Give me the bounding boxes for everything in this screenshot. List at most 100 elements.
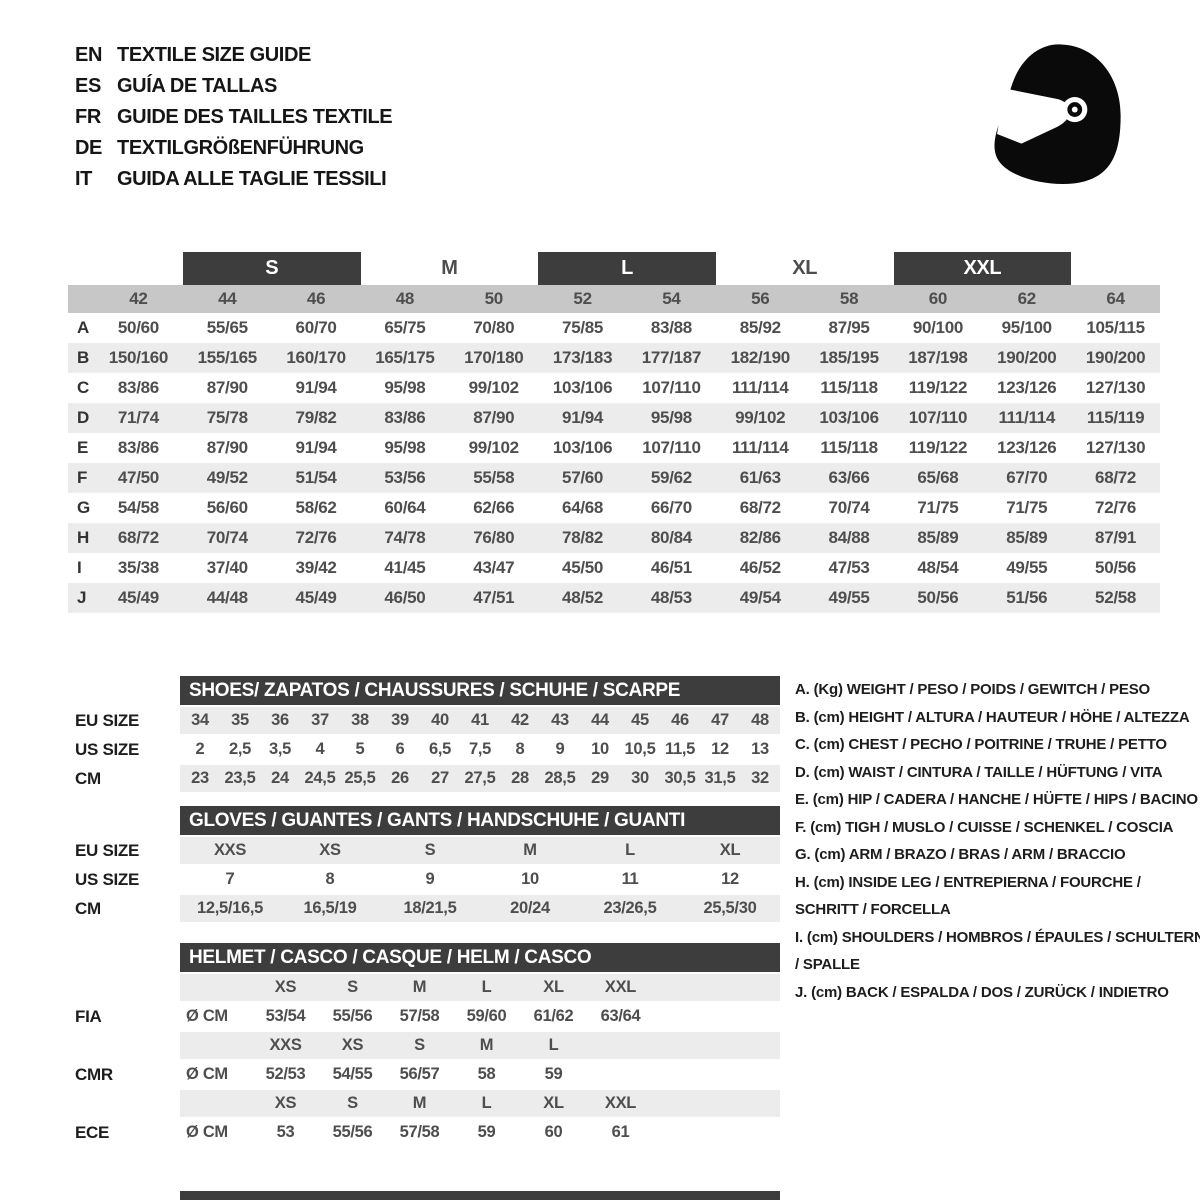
value-cell: 40 <box>431 711 449 729</box>
legend-unit: (cm) <box>813 873 849 891</box>
numeric-size-label: 52 <box>573 289 592 308</box>
measure-value: 72/76 <box>1095 498 1137 517</box>
value-cell: M <box>479 1036 494 1054</box>
value-cell: 5 <box>355 740 365 758</box>
value-cell: 28 <box>511 769 529 787</box>
measure-value: 155/165 <box>197 348 258 367</box>
value-cell: 30 <box>631 769 649 787</box>
measure-value: 87/90 <box>206 378 248 397</box>
language-row: FR GUIDE DES TAILLES TEXTILE <box>75 102 393 133</box>
language-code: FR <box>75 106 101 128</box>
value-cell <box>587 1032 654 1059</box>
measure-value: 85/89 <box>1006 528 1048 547</box>
measure-value: 85/92 <box>739 318 781 337</box>
value-strip: 2 2,5 3,5 4 5 6 6,5 7,5 8 9 10 10,5 11,5 12 13 <box>180 736 780 763</box>
value-strip: 34 35 36 37 38 39 40 41 42 43 44 45 46 47 48 <box>180 707 780 734</box>
measure-value: 177/187 <box>641 348 702 367</box>
value-cell: 57/58 <box>399 1007 440 1025</box>
measure-value: 45/49 <box>295 588 337 607</box>
value-cell: 46 <box>671 711 689 729</box>
row-label-cm: CM <box>75 899 101 918</box>
value-strip: 7 8 9 10 11 12 <box>180 866 780 893</box>
measure-value: 63/66 <box>828 468 870 487</box>
row-letter: C <box>77 378 89 397</box>
measure-value: 107/110 <box>642 438 701 457</box>
value-cell: 27,5 <box>464 769 496 787</box>
value-strip: Ø CM 53/54 55/56 57/58 59/60 61/62 63/64 <box>180 1003 780 1030</box>
measure-value: 49/52 <box>206 468 248 487</box>
value-cell: 8 <box>325 870 335 888</box>
value-cell: 4 <box>315 740 325 758</box>
legend-unit: (cm) <box>814 846 849 863</box>
measure-value: 59/62 <box>650 468 692 487</box>
legend-key: J. <box>795 983 812 1001</box>
value-cell: 57/58 <box>399 1123 440 1141</box>
value-cell: XXS <box>213 841 247 859</box>
value-cell: XXL <box>604 978 637 996</box>
measure-row-b: B 150/160 155/165 160/170 165/175 170/180 173/… <box>68 343 1160 373</box>
legend-text: CHEST / PECHO / POITRINE / TRUHE / PETTO <box>848 736 1167 753</box>
language-code: DE <box>75 137 102 159</box>
measure-row-h: H 68/72 70/74 72/76 74/78 76/80 78/82 80/84 82/8… <box>68 523 1160 553</box>
helmet-section-header: HELMET / CASCO / CASQUE / HELM / CASCO <box>180 943 780 972</box>
legend-item-h: H. (cm) INSIDE LEG / ENTREPIERNA / FOURC… <box>795 869 1200 924</box>
row-letter: F <box>77 468 88 487</box>
legend-text: HEIGHT / ALTURA / HAUTEUR / HÖHE / ALTEZ… <box>848 708 1190 726</box>
value-cell: 31,5 <box>704 769 736 787</box>
guide-title: GUÍA DE TALLAS <box>117 75 277 97</box>
measure-value: 45/50 <box>562 558 604 577</box>
shoes-rows: EU SIZE 34 35 36 37 38 39 40 41 42 43 44 45 46 47 48 US … <box>75 707 785 792</box>
measure-value: 75/85 <box>562 318 604 337</box>
measure-value: 68/72 <box>739 498 781 517</box>
measure-value: 95/98 <box>384 438 426 457</box>
value-cell: 43 <box>551 711 569 729</box>
value-cell: L <box>625 841 635 859</box>
measure-value: 87/90 <box>473 408 515 427</box>
measure-value: 107/110 <box>642 378 701 397</box>
measure-value: 115/118 <box>820 378 878 397</box>
row-letter: A <box>77 318 89 337</box>
measure-value: 173/183 <box>552 348 613 367</box>
size-group-row: S M L XL XXL <box>68 252 1160 285</box>
measure-row-e: E 83/86 87/90 91/94 95/98 99/102 103/106 107/11… <box>68 433 1160 463</box>
value-cell: 6,5 <box>428 740 452 758</box>
numeric-size-label: 50 <box>484 289 504 308</box>
measure-value: 190/200 <box>1085 348 1146 367</box>
measure-value: 74/78 <box>384 528 426 547</box>
guide-title: TEXTILE SIZE GUIDE <box>117 44 311 66</box>
row-label-spacer <box>75 1032 180 1059</box>
row-label-eu-size: EU SIZE <box>75 711 140 730</box>
measure-value: 44/48 <box>206 588 248 607</box>
measure-value: 39/42 <box>295 558 337 577</box>
gloves-rows: EU SIZE XXS XS S M L XL US SIZE 7 8 9 10 11 12 CM 12,5/… <box>75 837 785 922</box>
helmet-size-row: XS S M L XL XXL <box>75 1090 785 1117</box>
row-label-ece: ECE <box>75 1123 110 1142</box>
measure-value: 55/65 <box>206 318 248 337</box>
shoes-row: EU SIZE 34 35 36 37 38 39 40 41 42 43 44 45 46 47 48 <box>75 707 785 734</box>
cropped-next-section-bar <box>180 1191 780 1200</box>
measure-value: 52/58 <box>1095 588 1137 607</box>
measure-value: 99/102 <box>468 438 520 457</box>
gloves-section: GLOVES / GUANTES / GANTS / HANDSCHUHE / … <box>75 806 785 924</box>
size-group-label-xxl: XXL <box>893 252 1072 285</box>
measure-value: 103/106 <box>552 378 613 397</box>
measure-value: 160/170 <box>286 348 346 367</box>
value-cell: 3,5 <box>268 740 292 758</box>
measure-value: 70/74 <box>206 528 248 547</box>
legend-unit: (cm) <box>811 983 846 1001</box>
row-letter: D <box>77 408 89 427</box>
value-cell: 9 <box>555 740 565 758</box>
value-cell: 39 <box>391 711 409 729</box>
value-strip: XXS XS S M L <box>180 1032 780 1059</box>
measure-value: 87/91 <box>1095 528 1137 547</box>
row-letter: G <box>77 498 90 517</box>
legend-key: H. <box>795 873 814 891</box>
measure-value: 85/89 <box>917 528 959 547</box>
numeric-size-label: 54 <box>662 289 681 308</box>
row-label-eu-size: EU SIZE <box>75 841 140 860</box>
measure-value: 49/54 <box>739 588 781 607</box>
measure-row-f: F 47/50 49/52 51/54 53/56 55/58 57/60 59/62 61/6… <box>68 463 1160 493</box>
measure-value: 71/75 <box>917 498 959 517</box>
value-cell: 12 <box>721 870 739 888</box>
